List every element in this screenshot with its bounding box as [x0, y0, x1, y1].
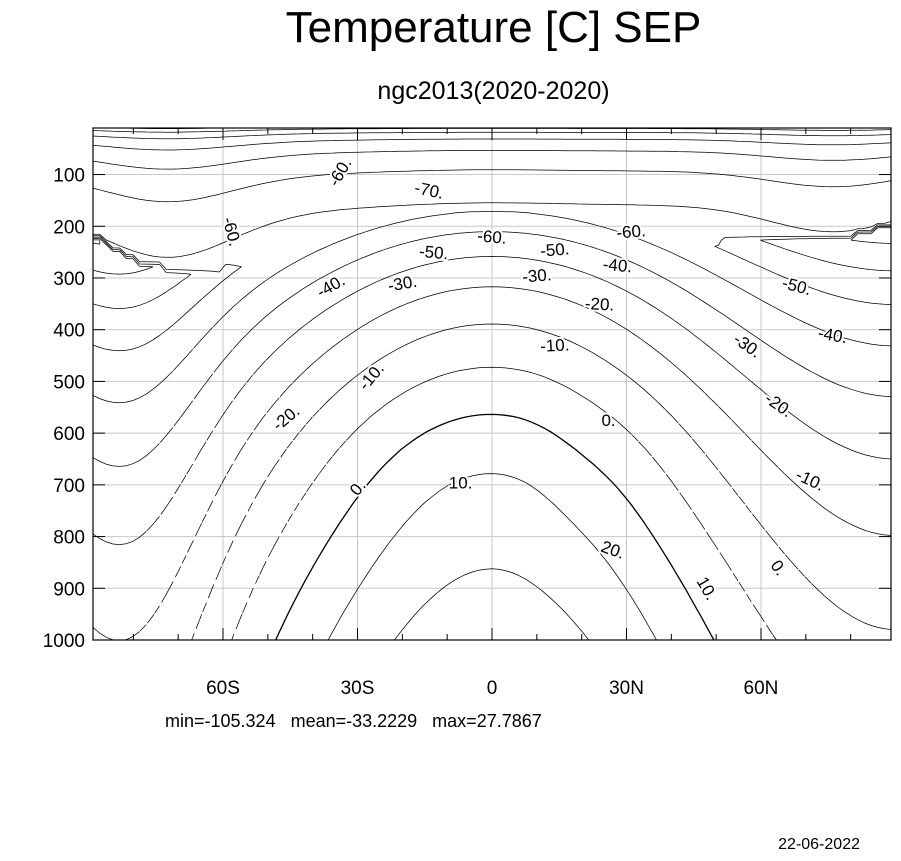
contour-line--30 — [93, 138, 891, 640]
contour-line--20 — [93, 131, 891, 640]
contour-label: -10. — [540, 335, 570, 356]
contour-line--80 — [93, 225, 891, 309]
contour-label: -20. — [269, 401, 304, 434]
contour-label: -60. — [616, 221, 647, 242]
contour-label: 0. — [346, 476, 370, 499]
contour-label: -60. — [324, 155, 355, 190]
contour-label: 0. — [767, 557, 791, 580]
axes: 100 200 300 400 500 600 700 800 900 1000 60S 30S 0 30… — [43, 128, 891, 699]
y-tick-label: 500 — [53, 372, 85, 393]
contour-line--70 — [93, 224, 891, 352]
contour-label: -20. — [584, 294, 614, 315]
contour-line--90 — [93, 227, 891, 275]
contour-label: 0. — [601, 411, 615, 430]
contour-label: -10. — [793, 465, 828, 495]
chart-subtitle: ngc2013(2020-2020) — [377, 77, 610, 105]
contour-line--40 — [93, 150, 891, 546]
contour-label: -40. — [313, 271, 348, 302]
contour-label: -40. — [817, 323, 849, 347]
contour-label: -10. — [355, 359, 388, 394]
x-tick-label: 60S — [206, 678, 240, 699]
y-tick-label: 1000 — [43, 631, 85, 652]
contour-label: -50. — [539, 239, 570, 260]
y-tick-label: 100 — [53, 166, 85, 187]
contour-label: 20. — [599, 537, 628, 563]
y-tick-label: 800 — [53, 528, 85, 549]
contour-label: 10. — [693, 574, 721, 604]
x-tick-label: 30N — [609, 678, 644, 699]
contour-label: -50. — [418, 242, 449, 263]
x-tick-label: 60N — [744, 678, 779, 699]
contour-line--50 — [93, 169, 891, 467]
contour-line--60 — [93, 202, 891, 404]
contour-label: -30. — [521, 265, 552, 286]
contour-label: -50. — [780, 273, 813, 299]
contour-line--100 — [93, 239, 101, 245]
contour-label: -40. — [602, 255, 633, 276]
contour-line-10 — [327, 473, 657, 640]
y-tick-label: 900 — [53, 579, 85, 600]
contour-line-20 — [394, 568, 590, 640]
y-tick-label: 700 — [53, 476, 85, 497]
y-tick-label: 300 — [53, 269, 85, 290]
contour-label: 10. — [449, 473, 473, 492]
x-tick-label: 0 — [487, 678, 498, 699]
y-tick-label: 200 — [53, 217, 85, 238]
contour-label: -30. — [386, 272, 418, 296]
y-tick-label: 600 — [53, 424, 85, 445]
chart-title: Temperature [C] SEP — [285, 3, 702, 52]
gridlines — [93, 128, 891, 641]
x-tick-label: 30S — [341, 678, 375, 699]
date-stamp: 22-06-2022 — [778, 836, 860, 853]
statistics-text: min=-105.324 mean=-33.2229 max=27.7867 — [165, 711, 542, 731]
contour-label: -30. — [730, 329, 765, 361]
y-tick-label: 400 — [53, 321, 85, 342]
contour-label: -70. — [413, 178, 446, 203]
contour-label: -60. — [477, 226, 508, 247]
